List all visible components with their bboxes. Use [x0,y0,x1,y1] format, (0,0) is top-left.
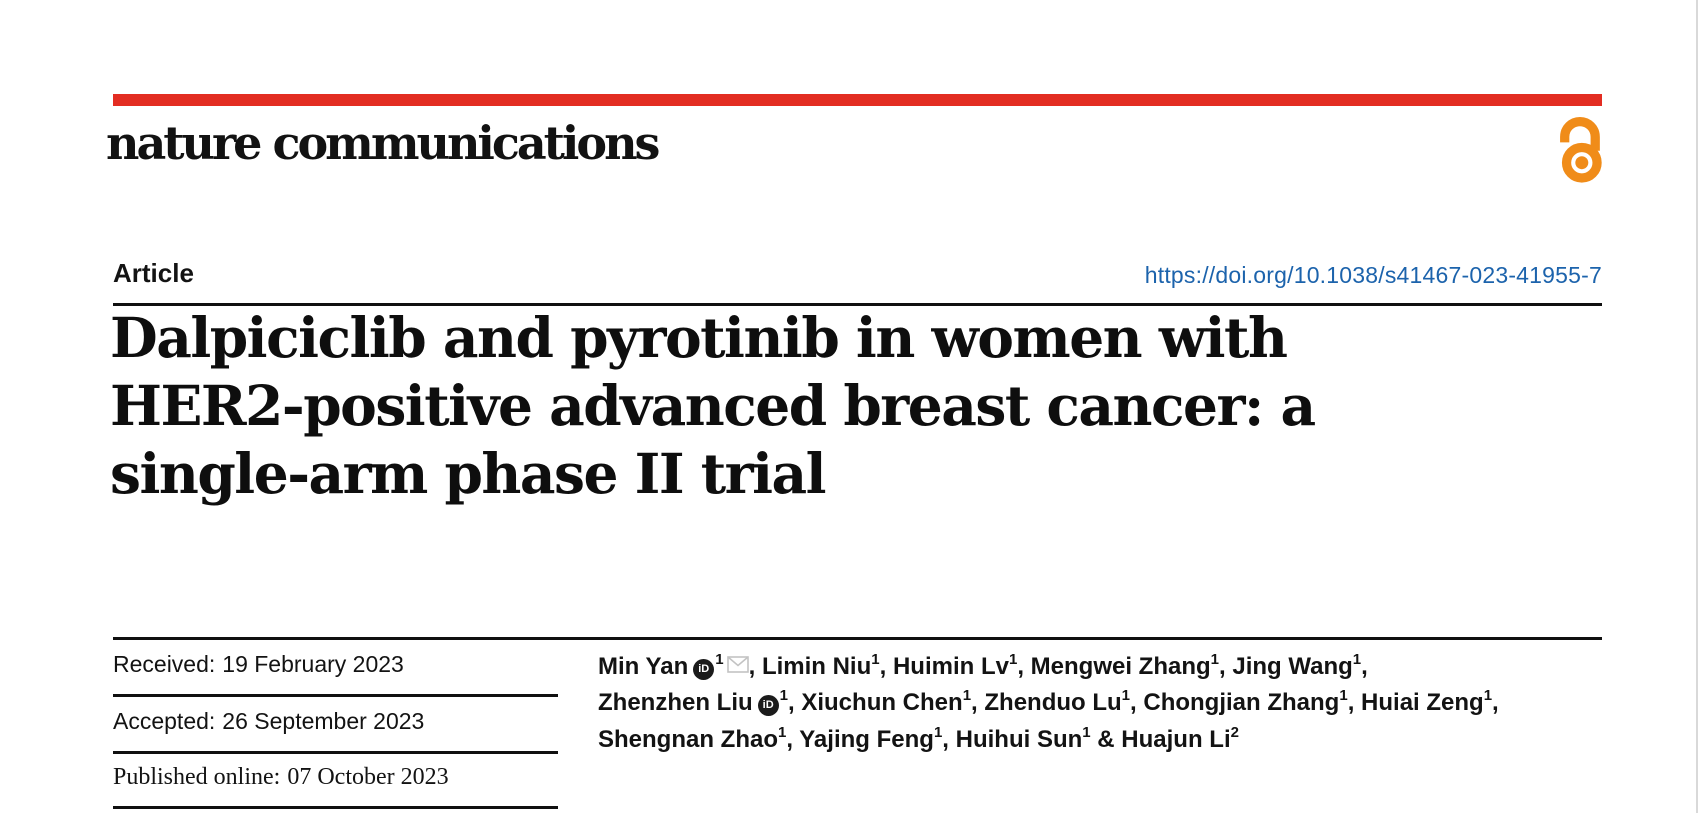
accepted-label: Accepted: [113,708,216,734]
affiliation-superscript: 1 [1339,687,1348,704]
author-line: Min Yan iD1, Limin Niu1, Huimin Lv1, Meng… [598,649,1368,680]
affiliation-superscript: 1 [1008,651,1018,668]
header-divider [113,303,1602,306]
author-name: Mengwei Zhang [1030,653,1211,680]
open-access-icon[interactable] [1556,110,1603,184]
accepted-date-row: Accepted: 26 September 2023 [113,708,558,738]
author-name: Zhenduo Lu [984,689,1122,716]
accepted-value: 26 September 2023 [222,708,425,734]
affiliation-superscript: 1 [1352,651,1362,668]
journal-logo: nature communications [106,116,660,170]
author-name: Huiai Zeng [1361,689,1484,716]
received-label: Received: [113,651,216,677]
orcid-icon[interactable]: iD [693,659,715,680]
date-divider [113,694,558,697]
published-value: 07 October 2023 [287,764,449,790]
brand-red-bar [113,94,1602,106]
author-name: Huimin Lv [892,653,1009,680]
author-name: Min Yan [598,653,689,680]
author-name: Chongjian Zhang [1143,689,1340,716]
affiliation-superscript: 1 [1483,687,1493,704]
affiliation-superscript: 1 [1210,651,1219,668]
author-name: Shengnan Zhao [598,726,778,753]
affiliation-superscript: 2 [1230,724,1239,741]
author-line: Shengnan Zhao1, Yajing Feng1, Huihui Sun… [598,724,1239,753]
date-divider [113,751,558,754]
article-title-line: single-arm phase II trial [110,441,827,506]
author-name: Yajing Feng [799,726,934,753]
affiliation-superscript: 1 [1082,724,1091,741]
author-lines: Min Yan iD1, Limin Niu1, Huimin Lv1, Meng… [598,649,1608,760]
orcid-icon[interactable]: iD [757,695,779,716]
author-line: Zhenzhen Liu iD1, Xiuchun Chen1, Zhenduo … [598,687,1499,716]
received-date-row: Received: 19 February 2023 [113,651,558,681]
page-right-edge [1696,0,1698,813]
article-type-label: Article [113,258,194,288]
author-name: Xiuchun Chen [801,689,963,716]
author-name: Limin Niu [761,653,872,680]
author-name: Huajun Li [1121,726,1231,753]
doi-link[interactable]: https://doi.org/10.1038/s41467-023-41955… [1144,262,1602,288]
affiliation-superscript: 1 [715,651,724,668]
author-name: Huihui Sun [955,726,1083,753]
affiliation-superscript: 1 [933,724,943,741]
date-divider [113,806,558,809]
email-icon[interactable] [726,649,749,673]
article-title: Dalpiciclib and pyrotinib in women with … [110,304,1510,508]
affiliation-superscript: 1 [778,724,787,741]
received-value: 19 February 2023 [222,651,404,677]
author-name: Jing Wang [1232,653,1353,680]
published-date-row: Published online: 07 October 2023 [113,764,558,794]
affiliation-superscript: 1 [779,687,788,704]
author-name: Zhenzhen Liu [598,689,753,716]
affiliation-superscript: 1 [962,687,972,704]
article-title-line: HER2-positive advanced breast cancer: a [110,373,1316,438]
published-label: Published online: [113,764,281,790]
affiliation-superscript: 1 [1121,687,1131,704]
affiliation-superscript: 1 [871,651,880,668]
meta-top-divider [113,637,1602,640]
article-title-line: Dalpiciclib and pyrotinib in women with [110,305,1288,370]
